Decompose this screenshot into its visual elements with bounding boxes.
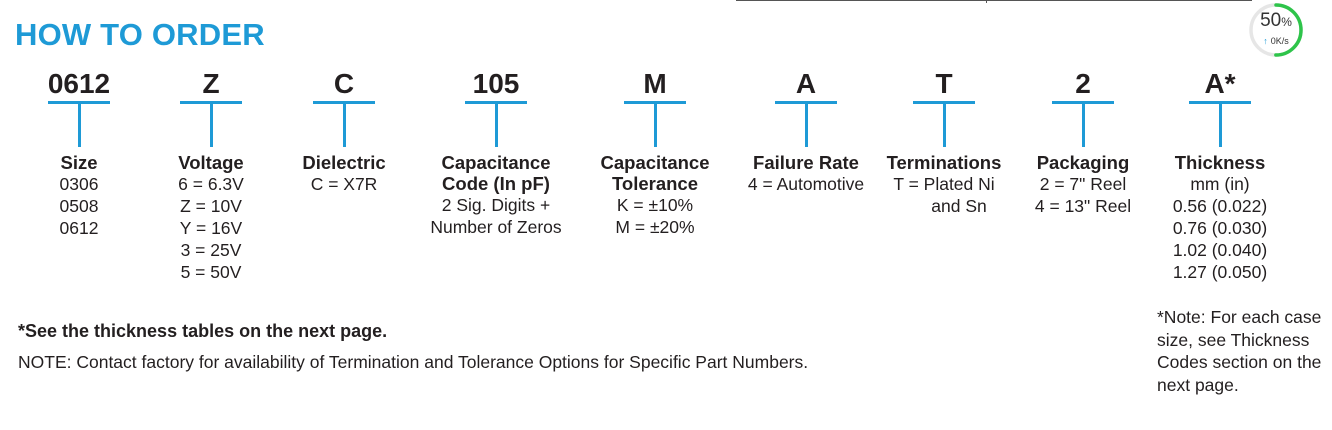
top-divider-tick [986, 0, 987, 3]
column-heading: Code (In pF) [442, 173, 550, 194]
option-line: 4 = 13" Reel [1034, 196, 1132, 216]
column-heading: Size [60, 152, 98, 173]
note-line: Codes section on the [1157, 352, 1322, 372]
option-line: 1.02 (0.040) [1172, 240, 1268, 260]
t-connector-bar [624, 101, 686, 104]
upload-arrow-icon: ↑ [1263, 36, 1268, 46]
option-line: M = ±20% [615, 217, 695, 237]
option-line: 0612 [59, 218, 99, 238]
part-code-segment: 0612 [47, 68, 111, 99]
order-column-failure-rate: A Failure Rate 4 = Automotive [721, 68, 891, 195]
option-line: 2 = 7" Reel [1039, 174, 1127, 194]
gauge-percent: 50% [1248, 10, 1304, 32]
option-line: Y = 16V [179, 218, 243, 238]
part-code-segment: 105 [472, 68, 520, 99]
t-connector-bar [1189, 101, 1251, 104]
note-line: size, see Thickness [1157, 329, 1310, 350]
t-connector-stem [209, 104, 213, 147]
option-line: 0.56 (0.022) [1172, 196, 1268, 216]
option-line: 6 = 6.3V [178, 174, 244, 194]
t-connector-bar [313, 101, 375, 104]
part-code-segment: Z [202, 68, 220, 99]
column-heading: Thickness [1174, 152, 1266, 173]
option-line: 3 = 25V [180, 240, 242, 260]
column-heading: Capacitance [600, 152, 710, 173]
column-heading: Dielectric [302, 152, 386, 173]
column-heading: Failure Rate [753, 152, 859, 173]
part-code-segment: C [333, 68, 355, 99]
gauge-speed: ↑ 0K/s [1248, 36, 1304, 46]
order-column-capacitance-code: 105 Capacitance Code (In pF) 2 Sig. Digi… [411, 68, 581, 238]
gauge-percent-sign: % [1281, 15, 1292, 29]
t-connector-stem [342, 104, 346, 147]
option-line: mm (in) [1190, 174, 1250, 194]
order-column-thickness: A* Thickness mm (in) 0.56 (0.022) 0.76 (… [1135, 68, 1305, 283]
t-connector-bar [775, 101, 837, 104]
gauge-percent-value: 50 [1260, 10, 1282, 31]
option-line: 0306 [59, 174, 99, 194]
column-heading: Tolerance [611, 173, 699, 194]
network-speed-gauge[interactable]: 50% ↑ 0K/s [1248, 2, 1304, 58]
part-code-segment: A [795, 68, 817, 99]
column-heading: Terminations [886, 152, 1002, 173]
option-line: C = X7R [310, 174, 378, 194]
t-connector-bar [180, 101, 242, 104]
gauge-ring [1249, 3, 1303, 57]
order-column-capacitance-tolerance: M Capacitance Tolerance K = ±10% M = ±20… [570, 68, 740, 238]
t-connector-bar [1052, 101, 1114, 104]
column-heading: Capacitance [441, 152, 551, 173]
order-column-packaging: 2 Packaging 2 = 7" Reel 4 = 13" Reel [998, 68, 1168, 217]
option-line: 4 = Automotive [747, 174, 865, 194]
t-connector-bar [48, 101, 110, 104]
t-connector-stem [942, 104, 946, 147]
option-line: and Sn [931, 196, 987, 216]
t-connector-bar [913, 101, 975, 104]
option-line: Z = 10V [180, 196, 242, 216]
gauge-progress-arc [1249, 3, 1303, 57]
order-column-dielectric: C Dielectric C = X7R [259, 68, 429, 195]
t-connector-stem [1081, 104, 1085, 147]
t-connector-stem [77, 104, 81, 147]
part-code-segment: M [643, 68, 667, 99]
order-column-size: 0612 Size 0306 0508 0612 [0, 68, 164, 239]
t-connector-stem [653, 104, 657, 147]
order-column-voltage: Z Voltage 6 = 6.3V Z = 10V Y = 16V 3 = 2… [126, 68, 296, 283]
option-line: Number of Zeros [430, 217, 562, 237]
option-line: T = Plated Ni [893, 174, 995, 194]
note-line: next page. [1157, 374, 1239, 395]
gauge-speed-value: 0K/s [1270, 36, 1289, 46]
option-line: 0.76 (0.030) [1172, 218, 1268, 238]
column-heading: Voltage [178, 152, 244, 173]
t-connector-stem [1218, 104, 1222, 147]
part-code-segment: A* [1204, 68, 1236, 99]
option-line: 2 Sig. Digits + [441, 195, 551, 215]
option-line: K = ±10% [616, 195, 694, 215]
option-line: 1.27 (0.050) [1172, 262, 1268, 282]
column-heading: Packaging [1036, 152, 1130, 173]
thickness-footnote: *See the thickness tables on the next pa… [18, 321, 388, 341]
note-line: *Note: For each case [1157, 307, 1322, 327]
part-code-segment: T [935, 68, 953, 99]
t-connector-stem [494, 104, 498, 147]
case-size-note: *Note: For each case size, see Thickness… [1157, 306, 1332, 396]
t-connector-stem [804, 104, 808, 147]
part-code-segment: 2 [1075, 68, 1091, 99]
factory-contact-note: NOTE: Contact factory for availability o… [18, 352, 809, 372]
option-line: 0508 [59, 196, 99, 216]
order-column-terminations: T Terminations T = Plated Ni and Sn [859, 68, 1029, 217]
page-title: HOW TO ORDER [15, 17, 265, 52]
option-line: 5 = 50V [180, 262, 242, 282]
t-connector-bar [465, 101, 527, 104]
top-divider [736, 0, 1252, 1]
